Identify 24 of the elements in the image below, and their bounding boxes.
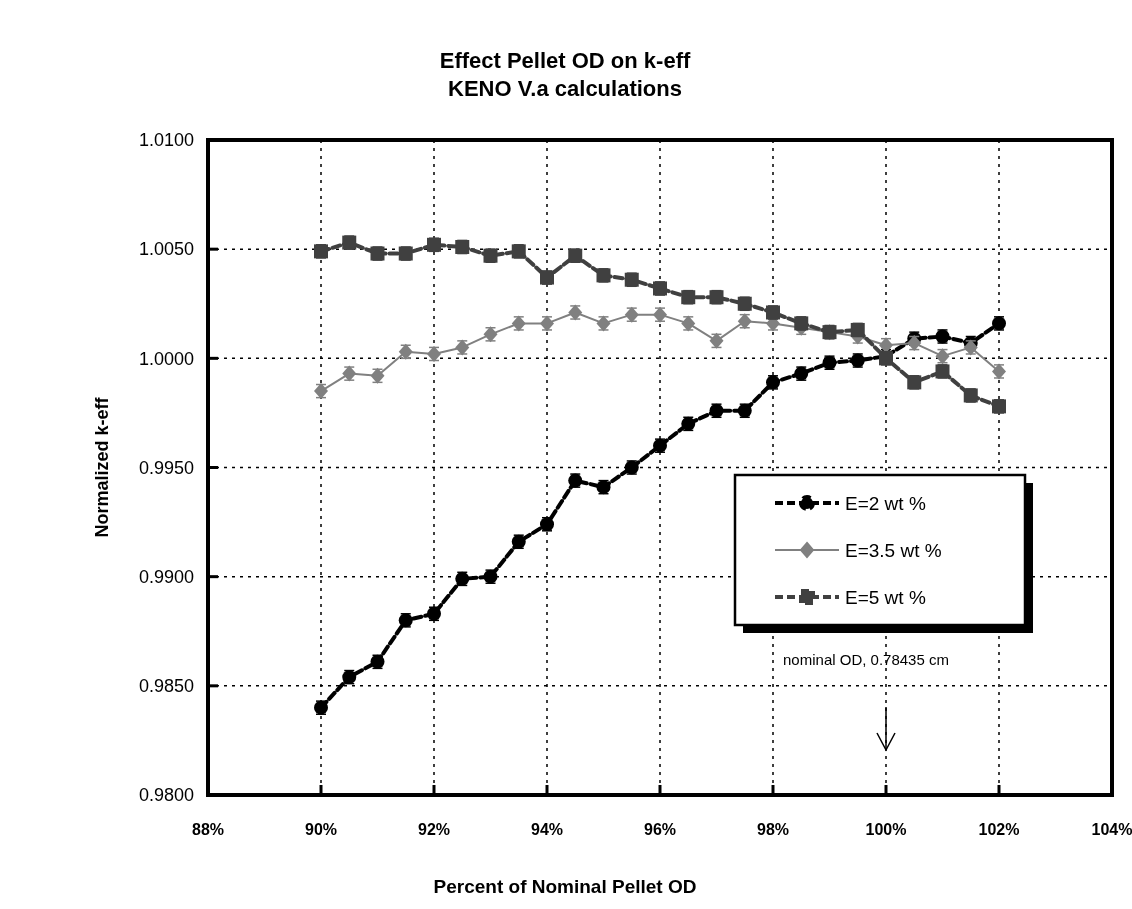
y-tick-label: 0.9850 [138, 676, 194, 697]
legend-label: E=2 wt % [845, 492, 926, 514]
x-tick-label: 92% [417, 821, 451, 838]
annotation: nominal OD, 0.78435 cm [783, 651, 949, 668]
x-tick-label: 90% [304, 821, 338, 838]
chart-subtitle: KENO V.a calculations [448, 76, 682, 101]
y-tick-label: 1.0100 [138, 130, 194, 151]
x-tick-label: 88% [191, 821, 225, 838]
x-axis-title: Percent of Nominal Pellet OD [433, 876, 697, 897]
y-axis-title: Normalized k-eff [92, 396, 112, 538]
chart-title: Effect Pellet OD on k-eff [439, 48, 691, 73]
x-tick-label: 100% [865, 821, 907, 838]
y-tick-label: 1.0000 [138, 348, 194, 369]
y-tick-label: 0.9950 [138, 457, 194, 478]
x-tick-label: 104% [1091, 821, 1132, 838]
x-tick-label: 102% [978, 821, 1020, 838]
y-tick-label: 1.0050 [138, 239, 194, 260]
legend-label: E=3.5 wt % [845, 539, 942, 561]
x-tick-label: 98% [756, 821, 790, 838]
legend-label: E=5 wt % [845, 586, 926, 608]
y-tick-label: 0.9900 [138, 566, 194, 587]
y-tick-label: 0.9800 [138, 785, 194, 806]
x-tick-label: 96% [643, 821, 677, 838]
x-tick-label: 94% [530, 821, 564, 838]
